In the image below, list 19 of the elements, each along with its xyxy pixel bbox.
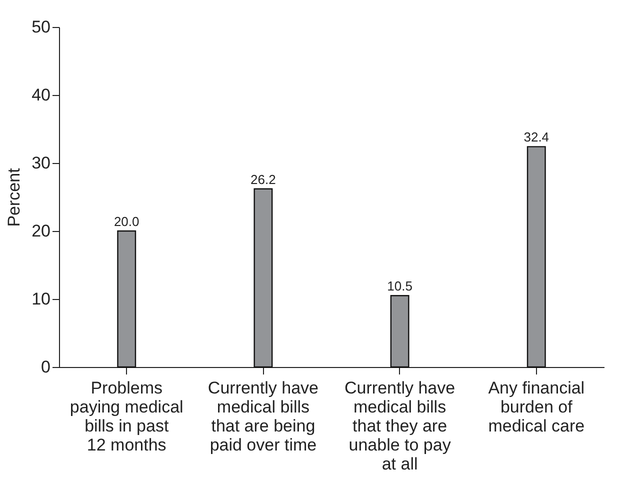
- x-tick-label: Currently have medical bills that they are unable to pay at all: [344, 378, 456, 474]
- data-label: 20.0: [114, 214, 140, 229]
- y-axis-title: Percent: [4, 168, 24, 227]
- y-tick-label: 0: [41, 358, 50, 376]
- bar: [390, 295, 410, 368]
- data-label: 10.5: [387, 278, 412, 294]
- y-tick-label: 20: [32, 222, 50, 240]
- bar: [526, 146, 546, 368]
- x-tick-label: Problems paying medical bills in past 12 months: [70, 378, 184, 454]
- y-tick-label: 50: [32, 18, 50, 36]
- y-tick-label: 30: [32, 154, 50, 172]
- data-label: 32.4: [524, 130, 550, 145]
- bar: [117, 230, 136, 368]
- x-tick-label: Any financial burden of medical care: [488, 378, 585, 436]
- data-label: 26.2: [250, 172, 276, 187]
- x-tick-label: Currently have medical bills that are being paid over time: [208, 378, 318, 454]
- bar: [254, 188, 273, 368]
- y-tick-label: 40: [32, 86, 50, 104]
- y-tick-label: 10: [32, 290, 50, 308]
